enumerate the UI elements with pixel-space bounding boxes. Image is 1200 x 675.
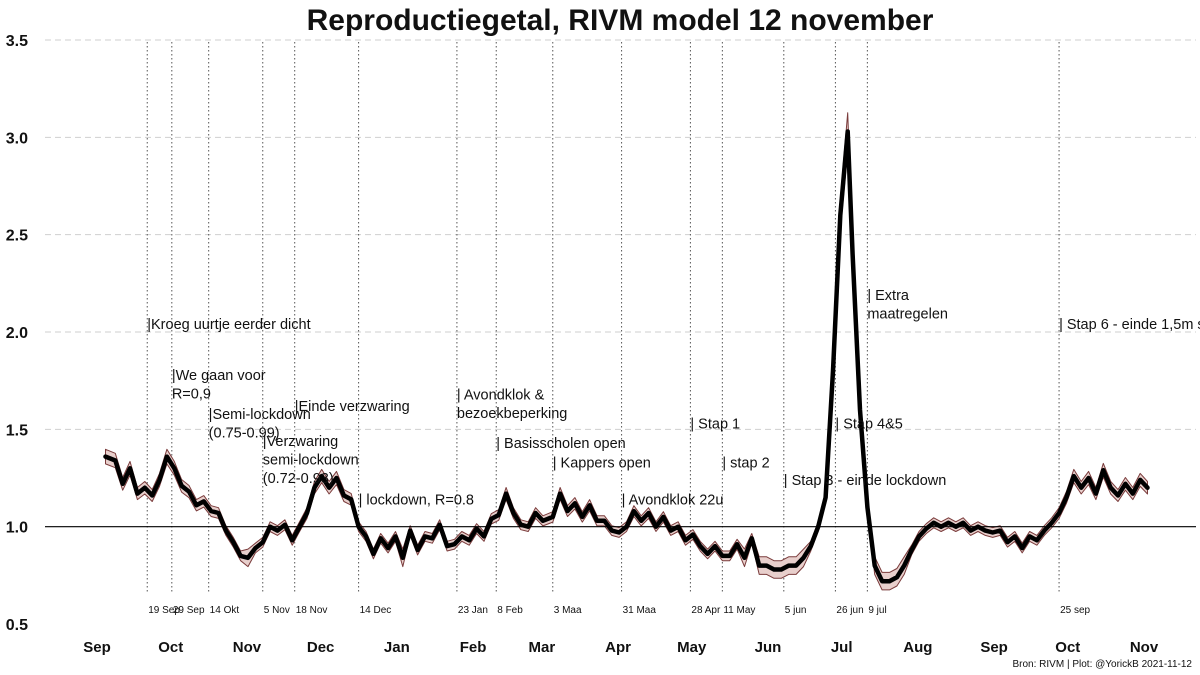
event-annotation-line: |Einde verzwaring (295, 399, 410, 415)
event-date-label: 23 Jan (458, 605, 488, 616)
r-line (103, 129, 1150, 584)
x-tick-label: Sep (980, 639, 1008, 656)
event-annotation: | Kappers open (553, 455, 651, 471)
event-annotation: | Avondklok & bezoekbeperking (457, 387, 567, 422)
event-date-label: 31 Maa (623, 605, 657, 616)
event-annotation-line: |Semi-lockdown (209, 407, 311, 423)
event-annotation-line: | Stap 1 (690, 416, 740, 432)
event-date-label: 11 May (723, 605, 755, 616)
event-annotation: |Semi-lockdown (0.75-0.99) (209, 407, 311, 442)
event-annotation-line: | lockdown, R=0.8 (359, 492, 474, 508)
y-axis: 0.5 1.0 1.5 2.0 2.5 3.0 3.5 (6, 33, 28, 634)
x-tick-label: Oct (1055, 639, 1080, 656)
event-date-label: 9 jul (868, 605, 886, 616)
event-date-label: 26 jun (836, 605, 863, 616)
event-annotation-line: (0.72-0.93) (263, 471, 334, 487)
chart-title: Reproductiegetal, RIVM model 12 november (307, 4, 934, 37)
event-annotation: | lockdown, R=0.8 (359, 492, 474, 508)
confidence-band (105, 112, 1148, 591)
event-annotation-line: |We gaan voor (172, 368, 266, 384)
x-tick-label: Sep (83, 639, 111, 656)
source-caption: Bron: RIVM | Plot: @YorickB 2021-11-12 (1013, 659, 1193, 670)
x-tick-label: Jan (384, 639, 410, 656)
event-annotation: | Stap 4&5 (835, 416, 902, 432)
event-annotation-line: | Basisscholen open (496, 436, 626, 452)
event-annotation: |Verzwaring semi-lockdown (0.72-0.93) (263, 434, 359, 487)
event-annotation-line: | Stap 6 - einde 1,5m s (1059, 317, 1200, 333)
event-annotation: | Avondklok 22u (622, 492, 724, 508)
x-axis: Sep Oct Nov Dec Jan Feb Mar Apr May Jun Jul Aug Sep O… (83, 639, 1159, 656)
event-date-label: 14 Okt (210, 605, 240, 616)
event-annotation-line: | Stap 4&5 (835, 416, 902, 432)
event-annotation-line: | Stap 3 - einde lockdown (784, 473, 947, 489)
x-tick-label: Oct (158, 639, 183, 656)
event-annotation: | Stap 3 - einde lockdown (784, 473, 947, 489)
x-tick-label: Apr (605, 639, 631, 656)
event-annotation: | Stap 1 (690, 416, 740, 432)
x-tick-label: Aug (903, 639, 932, 656)
event-annotations: |Kroeg uurtje eerder dicht |We gaan voor R… (147, 288, 1200, 508)
event-annotation: | Stap 6 - einde 1,5m s (1059, 317, 1200, 333)
event-annotation: |Kroeg uurtje eerder dicht (147, 317, 310, 333)
event-annotation: | stap 2 (722, 455, 769, 471)
event-annotation-line: semi-lockdown (263, 453, 359, 469)
y-tick-label: 1.5 (6, 422, 28, 439)
event-date-label: 14 Dec (360, 605, 392, 616)
event-date-label: 29 Sep (173, 605, 205, 616)
y-gridlines (45, 39, 1196, 430)
event-annotation-line: R=0,9 (172, 386, 211, 402)
event-annotation-line: | Kappers open (553, 455, 651, 471)
x-tick-label: May (677, 639, 707, 656)
series-layer (103, 112, 1150, 591)
x-tick-label: Jun (755, 639, 782, 656)
event-annotation-line: |Kroeg uurtje eerder dicht (147, 317, 310, 333)
event-annotation-line: | Avondklok 22u (622, 492, 724, 508)
event-annotation-line: | stap 2 (722, 455, 769, 471)
x-tick-label: Feb (460, 639, 487, 656)
event-annotation-line: bezoekbeperking (457, 406, 567, 422)
event-annotation-line: | Extra (867, 288, 910, 304)
event-annotation-line: |Verzwaring (263, 434, 339, 450)
x-tick-label: Dec (307, 639, 335, 656)
x-tick-label: Nov (1130, 639, 1159, 656)
event-annotation: |Einde verzwaring (295, 399, 410, 415)
x-tick-label: Jul (831, 639, 853, 656)
x-tick-label: Mar (529, 639, 556, 656)
event-annotation-line: (0.75-0.99) (209, 425, 280, 441)
event-annotation: |We gaan voor R=0,9 (172, 368, 266, 403)
event-date-label: 5 Nov (264, 605, 290, 616)
y-tick-label: 2.5 (6, 228, 28, 245)
event-annotation: | Extra maatregelen (867, 288, 948, 323)
event-date-label: 18 Nov (296, 605, 328, 616)
event-date-label: 28 Apr (691, 605, 721, 616)
y-tick-label: 2.0 (6, 325, 28, 342)
event-date-label: 8 Feb (497, 605, 523, 616)
event-date-label: 19 Sep (148, 605, 180, 616)
y-tick-label: 1.0 (6, 520, 28, 537)
y-tick-label: 3.5 (6, 33, 28, 50)
x-tick-label: Nov (233, 639, 262, 656)
event-date-label: 5 jun (785, 605, 807, 616)
event-annotation-line: | Avondklok & (457, 387, 545, 403)
event-annotation: | Basisscholen open (496, 436, 626, 452)
y-tick-label: 0.5 (6, 617, 28, 634)
event-date-label: 25 sep (1060, 605, 1090, 616)
y-tick-label: 3.0 (6, 130, 28, 147)
event-annotation-line: maatregelen (867, 307, 948, 323)
event-date-label: 3 Maa (554, 605, 582, 616)
